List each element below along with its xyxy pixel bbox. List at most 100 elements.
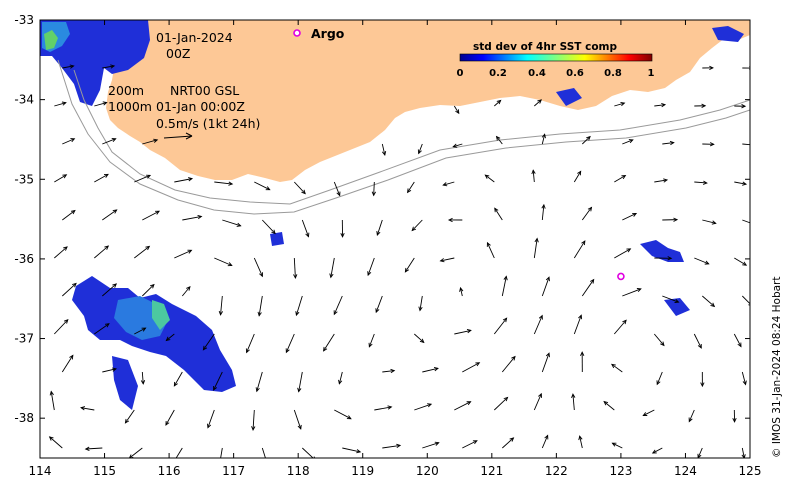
current-arrow [54, 246, 68, 259]
current-arrow [293, 181, 306, 194]
current-arrow [293, 409, 302, 430]
current-arrow-head [257, 311, 262, 317]
current-arrow-head [502, 317, 508, 323]
sst-patch-coast-1 [556, 88, 582, 106]
current-arrow-head [70, 138, 76, 143]
current-arrow-head [455, 109, 460, 115]
x-tick-label: 116 [158, 464, 181, 478]
current-arrow-head [580, 351, 585, 357]
current-arrow [94, 323, 110, 335]
current-arrow-head [433, 367, 439, 372]
current-arrow [338, 371, 343, 384]
current-arrow [175, 447, 183, 458]
current-arrow-head [622, 319, 627, 325]
scale-arrow [163, 132, 193, 140]
current-arrow-head [110, 64, 116, 69]
current-arrow-head [186, 285, 191, 291]
current-arrow-head [704, 260, 710, 265]
current-arrow [485, 174, 495, 183]
current-arrow [102, 209, 117, 221]
current-arrow-head [651, 449, 657, 454]
current-arrow-head [710, 302, 716, 308]
current-arrow [94, 245, 109, 259]
current-arrow [693, 333, 702, 349]
current-arrow [622, 139, 633, 145]
contour-1000-label: 1000m [108, 99, 152, 114]
contour-200-label: 200m [108, 83, 144, 98]
current-arrow [572, 394, 575, 411]
current-arrow-head [411, 226, 417, 232]
current-arrow [102, 283, 117, 297]
current-arrow [295, 295, 303, 316]
x-tick-label: 117 [222, 464, 245, 478]
current-arrow [376, 219, 383, 236]
current-arrow-head [578, 435, 583, 441]
current-arrow [688, 409, 695, 422]
current-arrow [80, 407, 95, 411]
current-arrow-head [742, 380, 747, 386]
y-tick-label: -36 [14, 252, 34, 266]
current-arrow [252, 409, 255, 430]
y-tick-label: -38 [14, 411, 34, 425]
current-arrow-head [228, 181, 234, 186]
current-arrow [581, 279, 595, 297]
current-arrow [656, 371, 663, 385]
current-arrow-head [603, 400, 609, 406]
current-arrow [541, 134, 546, 145]
contour-1000m [57, 59, 750, 215]
current-arrow-head [245, 348, 250, 354]
current-arrow-head [711, 220, 717, 225]
current-arrow [62, 65, 74, 69]
current-arrow-head [688, 417, 693, 423]
current-arrow-head [61, 101, 67, 106]
current-arrow [533, 238, 538, 259]
current-arrow-head [611, 442, 617, 447]
current-arrow-head [255, 387, 260, 393]
current-arrow [102, 138, 116, 145]
current-arrow [496, 136, 503, 145]
x-tick-label: 123 [609, 464, 632, 478]
x-axis: 114 115 116 117 118 119 120 121 122 123 124 125 [29, 20, 761, 478]
current-arrow [181, 286, 191, 297]
x-tick-label: 114 [29, 464, 52, 478]
current-arrow [653, 333, 665, 346]
current-arrow-head [452, 143, 458, 148]
current-arrow [374, 406, 392, 411]
current-arrow-head [656, 380, 661, 386]
current-arrow [611, 363, 623, 373]
current-arrow [501, 356, 516, 373]
current-arrow-head [611, 363, 616, 369]
current-arrow-head [340, 233, 345, 238]
current-arrow [301, 219, 309, 237]
current-arrow [381, 143, 386, 156]
current-arrow-head [376, 231, 381, 237]
current-arrow-head [72, 282, 77, 288]
current-arrow-head [538, 314, 543, 320]
current-arrow-head [702, 180, 708, 185]
current-arrow-head [661, 102, 667, 108]
current-arrow-head [531, 169, 536, 175]
current-arrow-head [636, 288, 642, 293]
current-arrow-head [417, 149, 422, 155]
current-arrow [741, 295, 750, 305]
current-arrow [134, 246, 150, 259]
current-arrow [742, 143, 750, 146]
argo-float-marker[interactable] [617, 272, 625, 281]
current-arrow [129, 447, 143, 458]
current-arrow-head [447, 217, 453, 223]
current-arrow [285, 333, 295, 353]
current-arrow-head [188, 177, 194, 182]
current-arrow [487, 242, 495, 259]
current-arrow-head [111, 137, 117, 142]
y-tick-label: -35 [14, 172, 34, 186]
datetime-label: 01-Jan 00:00Z [156, 99, 245, 114]
current-arrow [368, 333, 375, 347]
plot-area [40, 20, 750, 458]
current-arrow-head [396, 443, 402, 449]
colorbar-tick: 0.6 [566, 68, 584, 79]
date-label: 01-Jan-2024 [156, 30, 233, 45]
colorbar-tick: 0.8 [604, 68, 622, 79]
current-arrow [614, 175, 626, 183]
current-arrow-head [620, 101, 626, 107]
current-arrow-head [236, 222, 242, 227]
